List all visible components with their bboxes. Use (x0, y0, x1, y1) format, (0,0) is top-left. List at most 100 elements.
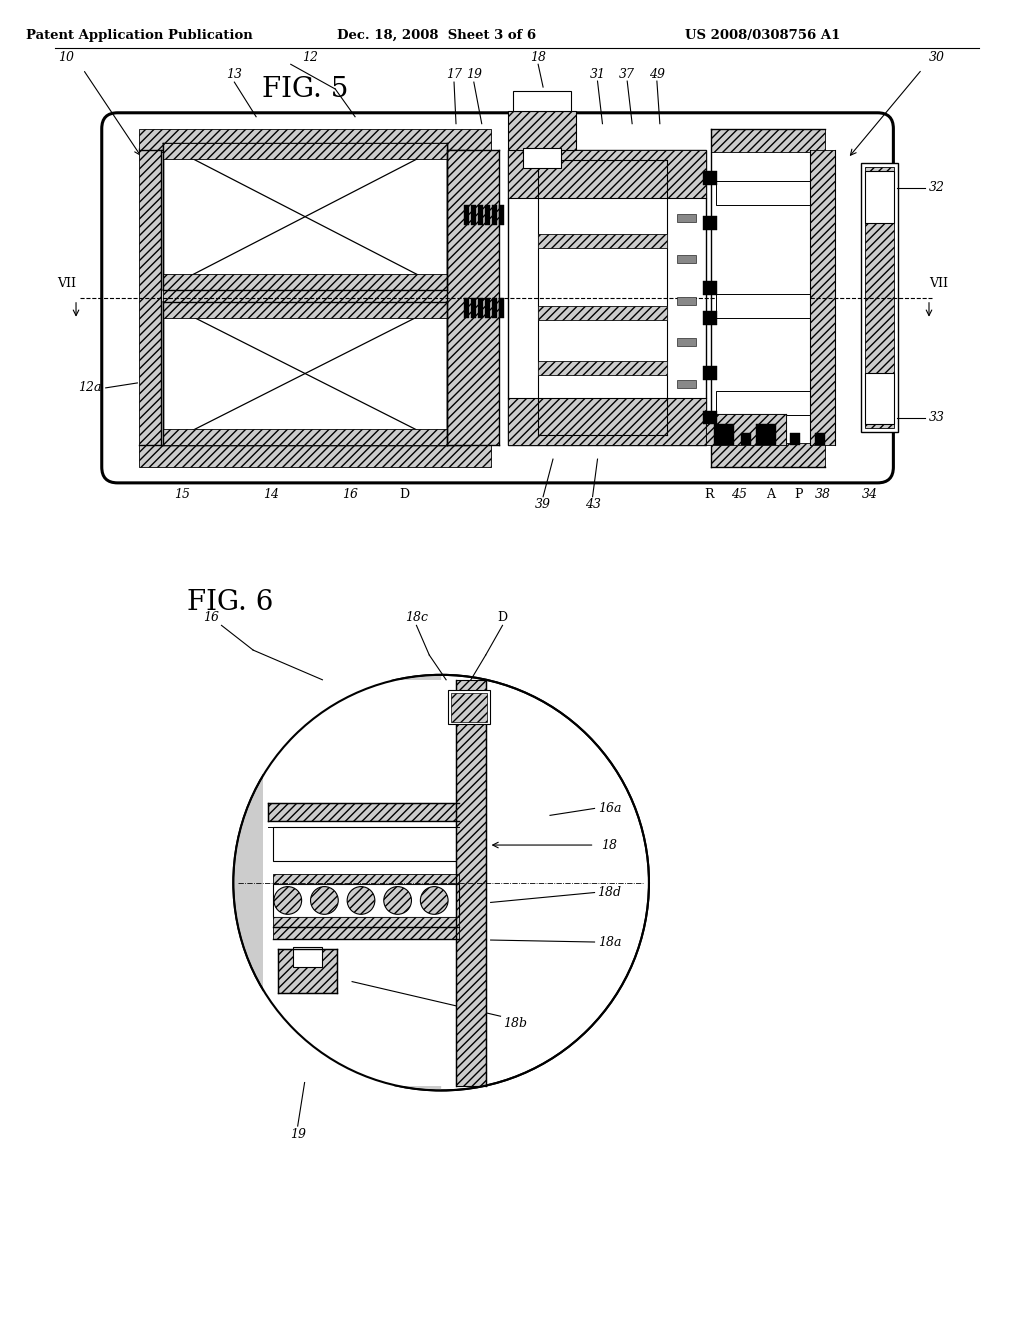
Bar (499, 205, 504, 224)
Bar (523, 148, 561, 168)
Text: 19: 19 (290, 1129, 306, 1142)
Bar (815, 433, 825, 445)
Text: 13: 13 (226, 67, 243, 81)
Bar (539, 306, 667, 319)
Circle shape (274, 887, 302, 915)
Bar (539, 362, 667, 375)
Bar (139, 445, 490, 467)
Bar (703, 411, 717, 425)
Bar (703, 172, 717, 185)
Bar (464, 205, 469, 224)
Text: 18c: 18c (404, 611, 428, 624)
Text: VII: VII (56, 277, 76, 290)
Text: 12: 12 (302, 51, 318, 63)
Bar (677, 338, 696, 346)
Bar (268, 804, 459, 821)
Text: Patent Application Publication: Patent Application Publication (26, 29, 253, 42)
Bar (278, 949, 337, 994)
Bar (509, 150, 707, 445)
Circle shape (421, 887, 449, 915)
Bar (716, 391, 810, 414)
Wedge shape (234, 676, 441, 1089)
Bar (677, 255, 696, 263)
Bar (484, 205, 489, 224)
Bar (139, 128, 490, 152)
Bar (273, 917, 459, 927)
Bar (273, 927, 459, 939)
Bar (707, 413, 785, 445)
Text: Dec. 18, 2008  Sheet 3 of 6: Dec. 18, 2008 Sheet 3 of 6 (337, 29, 536, 42)
Bar (756, 424, 775, 445)
Bar (703, 310, 717, 325)
Bar (471, 298, 476, 318)
Bar (163, 290, 447, 302)
Bar (712, 444, 825, 467)
Bar (677, 380, 696, 388)
Text: 43: 43 (585, 498, 600, 511)
Bar (703, 281, 717, 294)
Bar (716, 181, 810, 205)
Text: 18: 18 (601, 838, 617, 851)
Text: 32: 32 (929, 181, 945, 194)
Bar (126, 136, 869, 459)
Bar (677, 214, 696, 222)
Bar (492, 205, 497, 224)
Text: 33: 33 (929, 411, 945, 424)
Text: 19: 19 (466, 67, 482, 81)
Bar (163, 144, 447, 290)
Bar (273, 883, 459, 917)
Text: 15: 15 (174, 488, 189, 502)
Text: 30: 30 (929, 51, 945, 63)
Text: P: P (795, 488, 803, 502)
Text: 49: 49 (649, 67, 665, 81)
Text: 18a: 18a (598, 936, 622, 949)
Text: 10: 10 (58, 51, 74, 63)
Circle shape (233, 675, 649, 1090)
Bar (509, 397, 707, 445)
Bar (703, 366, 717, 380)
Text: 16a: 16a (598, 803, 622, 814)
Bar (716, 433, 726, 445)
Bar (861, 164, 898, 433)
Bar (273, 917, 459, 927)
Bar (478, 298, 482, 318)
Text: D: D (498, 611, 508, 624)
Bar (703, 215, 717, 230)
Bar (293, 946, 323, 966)
Bar (864, 172, 894, 223)
Bar (677, 297, 696, 305)
Text: 16: 16 (342, 488, 358, 502)
Text: 37: 37 (620, 67, 635, 81)
Bar (163, 429, 447, 445)
Bar (163, 144, 447, 160)
Bar (471, 205, 476, 224)
Bar (163, 302, 447, 445)
Text: 45: 45 (731, 488, 748, 502)
Bar (712, 128, 825, 152)
Text: 31: 31 (590, 67, 605, 81)
Bar (451, 693, 486, 722)
Text: A: A (766, 488, 775, 502)
Text: R: R (705, 488, 714, 502)
Bar (273, 874, 459, 883)
Text: 16: 16 (204, 611, 219, 624)
Circle shape (310, 887, 338, 915)
Bar (715, 424, 734, 445)
Bar (263, 680, 471, 1085)
Bar (456, 680, 485, 1085)
Text: 14: 14 (263, 488, 279, 502)
Bar (163, 275, 447, 290)
Text: 12a: 12a (78, 381, 101, 395)
Bar (449, 689, 489, 725)
Bar (163, 302, 447, 318)
Bar (499, 298, 504, 318)
Text: 38: 38 (815, 488, 831, 502)
Text: 18b: 18b (504, 1016, 527, 1030)
Text: 17: 17 (446, 67, 462, 81)
Bar (478, 205, 482, 224)
Bar (741, 433, 751, 445)
Text: 39: 39 (536, 498, 551, 511)
Text: 34: 34 (861, 488, 878, 502)
Circle shape (384, 887, 412, 915)
Bar (810, 150, 835, 445)
